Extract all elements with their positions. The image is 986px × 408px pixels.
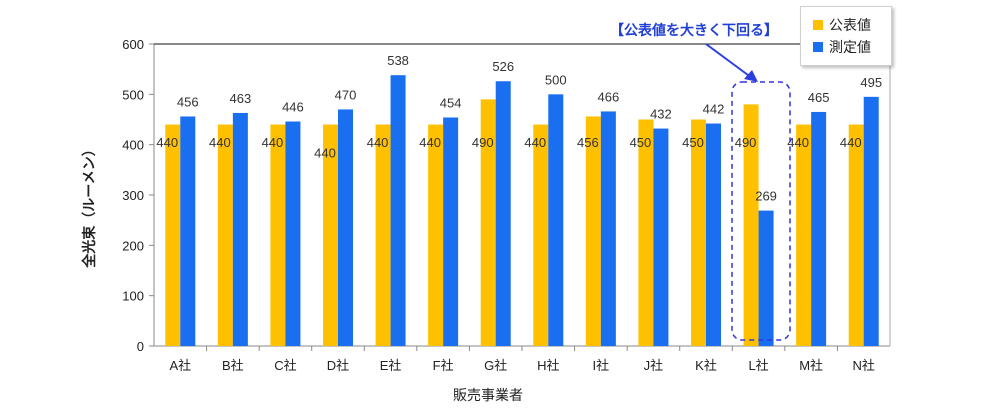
x-tick-label: A社 (169, 358, 191, 373)
bar-published (848, 124, 864, 347)
value-label-published: 440 (262, 135, 284, 150)
value-label-published: 440 (787, 135, 809, 150)
value-label-published: 440 (524, 135, 546, 150)
annotation-arrowhead (744, 70, 758, 82)
x-tick-label: L社 (748, 358, 768, 373)
bar-measured (863, 96, 879, 346)
bar-published (585, 116, 601, 346)
y-tick-label: 100 (122, 289, 144, 304)
bar-measured (495, 81, 511, 346)
value-label-measured: 454 (440, 95, 462, 110)
x-tick-label: H社 (537, 358, 559, 373)
y-axis-title: 全光束（ルーメン） (81, 142, 97, 268)
bar-measured (338, 109, 353, 346)
x-tick-label: E社 (380, 358, 402, 373)
value-label-measured: 500 (545, 72, 567, 87)
value-label-measured: 446 (282, 100, 304, 115)
value-label-measured: 466 (598, 89, 620, 104)
bar-measured (600, 111, 616, 347)
bar-published (743, 104, 759, 347)
y-tick-labels: 0 100 200 300 400 500 600 (122, 37, 144, 354)
bar-measured (548, 94, 564, 346)
value-label-measured: 470 (335, 87, 357, 102)
annotation-note: 【公表値を大きく下回る】 (610, 23, 778, 39)
y-tick-label: 200 (122, 238, 144, 253)
value-label-published: 440 (367, 135, 389, 150)
x-tick-label: N社 (853, 358, 875, 373)
value-label-measured: 526 (492, 59, 514, 74)
bar-measured (706, 123, 721, 346)
bar-published (796, 124, 812, 347)
x-tick-label: C社 (274, 358, 296, 373)
x-tick-label: I社 (593, 358, 610, 373)
bar-published (375, 124, 391, 347)
value-label-published: 440 (209, 135, 231, 150)
x-tick-label: D社 (327, 358, 349, 373)
value-label-published: 490 (472, 135, 494, 150)
value-label-published: 490 (735, 135, 757, 150)
y-tick-label: 500 (122, 87, 144, 102)
annotation-arrow (705, 43, 753, 79)
value-label-published: 440 (314, 145, 336, 160)
x-tick-label: G社 (484, 358, 507, 373)
x-tick-label: J社 (644, 358, 664, 373)
y-tick-label: 300 (122, 188, 144, 203)
bar-published (428, 124, 444, 347)
bar-measured (285, 121, 301, 346)
y-tick-label: 600 (122, 37, 144, 52)
value-label-published: 440 (840, 135, 862, 150)
x-tick-label: F社 (433, 358, 454, 373)
value-labels: 440 456 440 463 440 446 440 470 440 538 440 454 490 5… (156, 53, 882, 203)
legend-label-published: 公表値 (829, 18, 871, 34)
axes (149, 43, 891, 351)
bar-published (480, 99, 496, 346)
x-tick-labels: A社 B社 C社 D社 E社 F社 G社 H社 I社 J社 K社 L社 M社 N社 (169, 358, 874, 373)
value-label-published: 440 (156, 135, 178, 150)
bar-measured (180, 116, 196, 346)
value-label-measured: 269 (755, 189, 777, 204)
value-label-measured: 495 (860, 75, 882, 90)
value-label-published: 440 (419, 135, 441, 150)
value-label-measured: 465 (808, 90, 830, 105)
value-label-measured: 538 (387, 53, 409, 68)
value-label-measured: 463 (230, 91, 252, 106)
bar-published (270, 124, 286, 347)
bar-measured (758, 210, 774, 346)
value-label-measured: 442 (703, 102, 725, 117)
legend: 公表値 測定値 (800, 6, 892, 66)
bars (165, 75, 879, 347)
bar-measured (653, 128, 669, 346)
bar-published (638, 119, 654, 346)
legend-item-measured: 測定値 (813, 37, 871, 57)
x-tick-label: B社 (222, 358, 244, 373)
value-label-published: 456 (577, 135, 599, 150)
value-label-published: 450 (630, 135, 652, 150)
bar-published (691, 119, 706, 346)
x-axis-title: 販売事業者 (453, 387, 523, 403)
bar-measured (811, 111, 827, 346)
legend-label-measured: 測定値 (829, 40, 871, 56)
y-tick-label: 400 (122, 138, 144, 153)
bar-measured (443, 117, 459, 346)
bar-published (323, 124, 338, 347)
value-label-measured: 432 (650, 107, 672, 122)
value-label-measured: 456 (177, 94, 199, 109)
bar-published (165, 124, 181, 347)
x-tick-label: M社 (799, 358, 823, 373)
highlight-box (731, 81, 791, 341)
value-label-published: 450 (682, 135, 704, 150)
legend-swatch-published (813, 20, 823, 30)
bar-measured (232, 112, 248, 346)
legend-swatch-measured (813, 42, 823, 52)
y-tick-label: 0 (137, 339, 144, 354)
x-tick-label: K社 (695, 358, 717, 373)
bar-published (217, 124, 233, 347)
legend-item-published: 公表値 (813, 15, 871, 35)
bar-measured (390, 75, 406, 346)
bar-published (533, 124, 549, 347)
